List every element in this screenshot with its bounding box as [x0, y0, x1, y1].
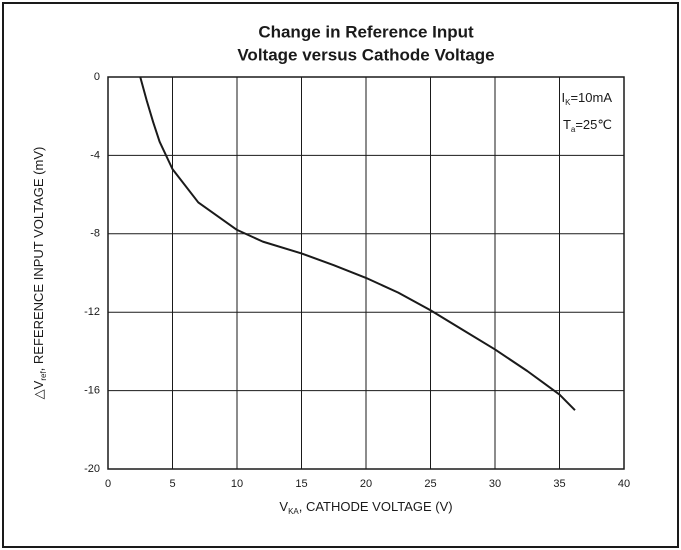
label-sub: ref: [39, 371, 48, 381]
annotation-sub: a: [571, 125, 576, 134]
chart-title: Voltage versus Cathode Voltage: [237, 45, 494, 64]
x-tick-label: 0: [105, 478, 111, 490]
chart-title: Change in Reference Input: [258, 22, 474, 41]
label-sub: KA: [288, 507, 299, 516]
x-tick-label: 20: [360, 478, 372, 490]
annotation-part: =25℃: [575, 117, 612, 132]
annotation-part: T: [563, 117, 571, 132]
annotation: IK=10mA: [561, 90, 612, 107]
x-tick-label: 5: [169, 478, 175, 490]
y-tick-label: -4: [90, 149, 100, 161]
label-part: , REFERENCE INPUT VOLTAGE (mV): [31, 147, 46, 372]
annotation-sub: K: [565, 98, 571, 107]
x-tick-label: 35: [553, 478, 565, 490]
label-part: △V: [31, 380, 46, 399]
y-tick-label: -12: [84, 306, 100, 318]
y-tick-label: 0: [94, 71, 100, 83]
y-axis-label: △Vref, REFERENCE INPUT VOLTAGE (mV): [31, 147, 48, 400]
data-line: [139, 76, 576, 411]
y-tick-label: -16: [84, 385, 100, 397]
label-part: , CATHODE VOLTAGE (V): [299, 499, 453, 514]
x-tick-label: 40: [618, 478, 630, 490]
x-tick-label: 15: [295, 478, 307, 490]
x-tick-label: 30: [489, 478, 501, 490]
y-tick-label: -20: [84, 463, 100, 475]
annotation-part: I: [561, 90, 565, 105]
label-part: V: [279, 499, 288, 514]
annotation-part: =10mA: [570, 90, 612, 105]
y-tick-label: -8: [90, 228, 100, 240]
x-tick-label: 25: [424, 478, 436, 490]
x-axis-label: VKA, CATHODE VOLTAGE (V): [279, 499, 452, 516]
x-tick-label: 10: [231, 478, 243, 490]
annotation: Ta=25℃: [563, 117, 612, 134]
